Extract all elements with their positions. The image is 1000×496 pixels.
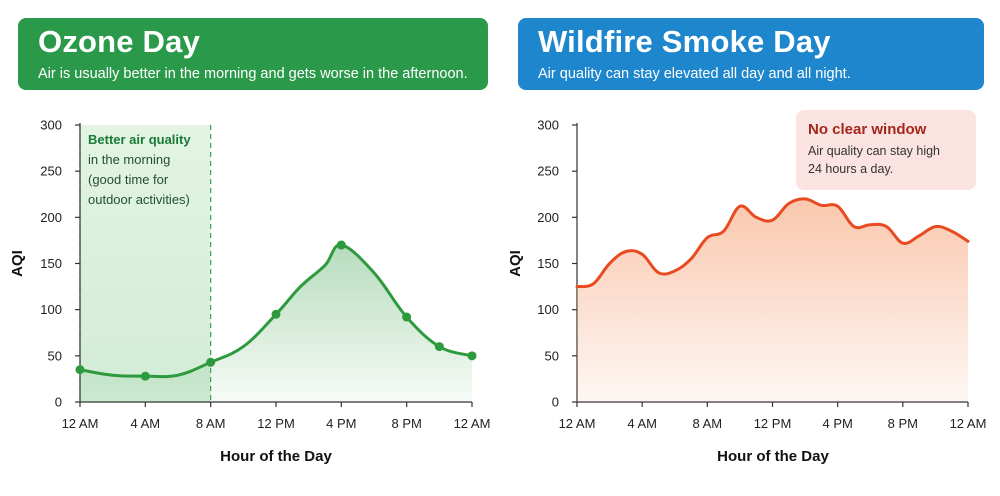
x-tick-label: 4 AM — [131, 416, 161, 431]
series-line — [575, 197, 970, 289]
note-title: No clear window — [808, 121, 927, 138]
y-tick-label: 50 — [48, 348, 62, 363]
x-tick-label: 8 PM — [888, 416, 918, 431]
morning-highlight-band — [80, 125, 211, 402]
data-point — [206, 357, 216, 367]
smoke-chart: 0 50 100 150 200 250 300 12 AM 4 AM 8 AM 12 PM 4 PM… — [507, 118, 986, 466]
ozone-chart: Better air quality in the morning (good ti… — [9, 118, 490, 466]
x-axis-title: Hour of the Day — [717, 448, 829, 465]
data-point — [402, 312, 412, 322]
callout-line-2: (good time for — [88, 172, 169, 187]
y-tick-label: 0 — [55, 395, 62, 410]
y-tick-label: 200 — [40, 210, 62, 225]
y-tick-label: 150 — [40, 256, 62, 271]
x-tick-label: 12 PM — [257, 416, 295, 431]
x-tick-label: 12 AM — [62, 416, 99, 431]
y-tick-label: 300 — [40, 118, 62, 133]
y-tick-label: 200 — [537, 210, 559, 225]
x-tick-label: 8 AM — [196, 416, 226, 431]
data-point — [140, 371, 150, 381]
data-point — [336, 240, 346, 250]
y-tick-label: 0 — [552, 395, 559, 410]
x-tick-label: 12 AM — [559, 416, 596, 431]
no-clear-window-note: No clear window Air quality can stay hig… — [796, 110, 976, 190]
y-tick-label: 250 — [40, 164, 62, 179]
ozone-day-title: Ozone Day — [38, 24, 201, 59]
series-area-fill — [80, 244, 472, 402]
data-point — [467, 351, 477, 361]
series-area-fill — [577, 198, 968, 402]
x-tick-label: 12 PM — [754, 416, 792, 431]
ozone-day-header: Ozone Day Air is usually better in the m… — [18, 18, 488, 90]
data-point — [75, 365, 85, 375]
note-body-line2: 24 hours a day. — [808, 162, 894, 176]
wildfire-smoke-day-title: Wildfire Smoke Day — [538, 24, 831, 59]
y-tick-label: 300 — [537, 118, 559, 133]
y-tick-label: 150 — [537, 256, 559, 271]
note-body-line1: Air quality can stay high — [808, 144, 941, 158]
data-point — [271, 309, 281, 319]
y-tick-label: 100 — [40, 302, 62, 317]
x-tick-label: 8 PM — [391, 416, 421, 431]
y-tick-label: 50 — [545, 348, 559, 363]
y-tick-label: 100 — [537, 302, 559, 317]
x-tick-label: 8 AM — [693, 416, 723, 431]
callout-line-0: Better air quality — [88, 132, 191, 147]
x-tick-label: 12 AM — [454, 416, 491, 431]
y-axis-title: AQI — [507, 250, 524, 277]
x-axis-title: Hour of the Day — [220, 448, 332, 465]
data-point — [434, 342, 444, 352]
callout-line-1: in the morning — [88, 152, 170, 167]
x-tick-label: 12 AM — [950, 416, 987, 431]
x-tick-label: 4 PM — [822, 416, 852, 431]
callout-line-3: outdoor activities) — [88, 192, 190, 207]
ozone-day-subtitle: Air is usually better in the morning and… — [38, 66, 468, 82]
wildfire-smoke-day-subtitle: Air quality can stay elevated all day an… — [538, 66, 851, 82]
y-tick-label: 250 — [537, 164, 559, 179]
x-tick-label: 4 PM — [326, 416, 356, 431]
y-axis-title: AQI — [9, 250, 26, 277]
wildfire-smoke-day-header: Wildfire Smoke Day Air quality can stay … — [518, 18, 984, 90]
x-tick-label: 4 AM — [627, 416, 657, 431]
